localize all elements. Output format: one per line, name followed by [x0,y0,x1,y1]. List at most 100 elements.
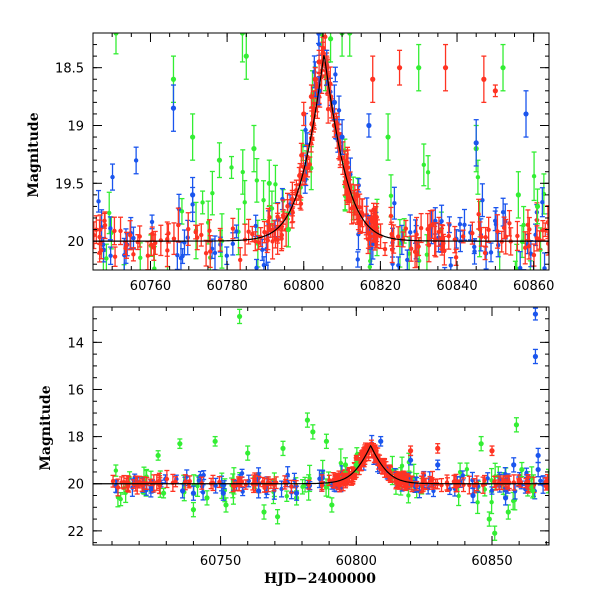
data-point [301,111,307,117]
data-layer [93,307,549,541]
data-point [170,76,177,82]
cloud-point [252,231,258,252]
data-point [511,462,517,468]
blue-point [366,113,372,138]
data-point [502,495,509,501]
data-point [108,253,113,258]
data-point [514,266,519,270]
data-point [316,42,322,47]
cloud-point [209,170,215,216]
cloud-point [525,474,531,490]
cloud-point [396,474,402,490]
green-point [236,308,243,325]
cloud-point [494,214,500,249]
data-point [492,88,498,94]
data-point [492,530,498,536]
data-point [280,445,286,451]
data-point [230,226,236,231]
data-point [232,483,238,489]
data-point [190,192,196,198]
data-point [532,311,539,317]
data-point [531,252,537,258]
red-point [359,450,365,457]
data-point [331,99,338,105]
data-point [538,478,543,484]
model-curve [93,55,549,242]
cloud-point [464,462,470,477]
blue-point [535,447,541,464]
data-point [406,251,412,256]
data-point [382,246,388,252]
green-point [280,440,286,457]
cloud-point [501,216,507,240]
data-point [266,180,272,186]
data-point [212,438,218,444]
cloud-point [475,490,481,515]
bottom-x-axis-label: HJD−2400000 [264,571,376,587]
cloud-point [115,478,121,497]
data-point [443,274,447,278]
cloud-point [122,373,127,396]
data-point [388,193,394,199]
cloud-point [206,219,212,243]
data-point [239,479,245,485]
data-point [262,229,267,235]
data-point [176,222,181,228]
data-point [406,493,411,498]
green-point [190,501,197,518]
cloud-point [534,225,540,252]
green-point [266,159,272,208]
cloud-point [270,223,276,260]
cloud-point [107,216,113,241]
cloud-point [525,209,531,241]
cloud-point [246,474,252,488]
data-point [396,479,402,485]
cloud-point [426,227,432,263]
cloud-point [476,198,482,230]
cloud-point [175,207,181,243]
data-point [403,226,409,231]
data-point [179,488,186,494]
data-point [418,225,424,231]
cloud-point [288,479,294,494]
cloud-point [233,224,239,239]
data-point [535,466,541,473]
data-point [273,182,278,187]
data-point [112,228,117,234]
data-point [164,476,170,482]
data-point [312,76,318,82]
blue-point [293,485,300,501]
data-point [388,213,394,219]
data-point [460,473,466,478]
data-point [526,244,532,249]
data-point [351,204,357,209]
red-point [442,43,449,92]
data-point [97,227,103,232]
data-point [376,462,381,468]
data-point [542,266,547,270]
data-point [240,169,245,175]
data-point [365,237,371,242]
data-point [488,250,494,255]
data-point [353,462,359,468]
data-point [149,242,154,247]
y-tick-label: 14 [67,336,84,351]
green-point [239,33,246,63]
cloud-point [438,477,444,493]
data-point [307,162,312,167]
data-point [149,219,155,225]
data-point [138,255,143,260]
data-point [298,201,304,206]
cloud-point [486,216,492,243]
cloud-point [545,231,549,256]
data-point [510,498,516,504]
data-point [528,273,532,277]
data-point [266,270,270,274]
cloud-point [406,236,412,270]
cloud-point [488,242,494,263]
data-point [327,36,334,42]
cloud-point [421,143,427,187]
green-point [486,511,492,527]
cloud-point [158,224,164,257]
data-point [342,179,348,185]
